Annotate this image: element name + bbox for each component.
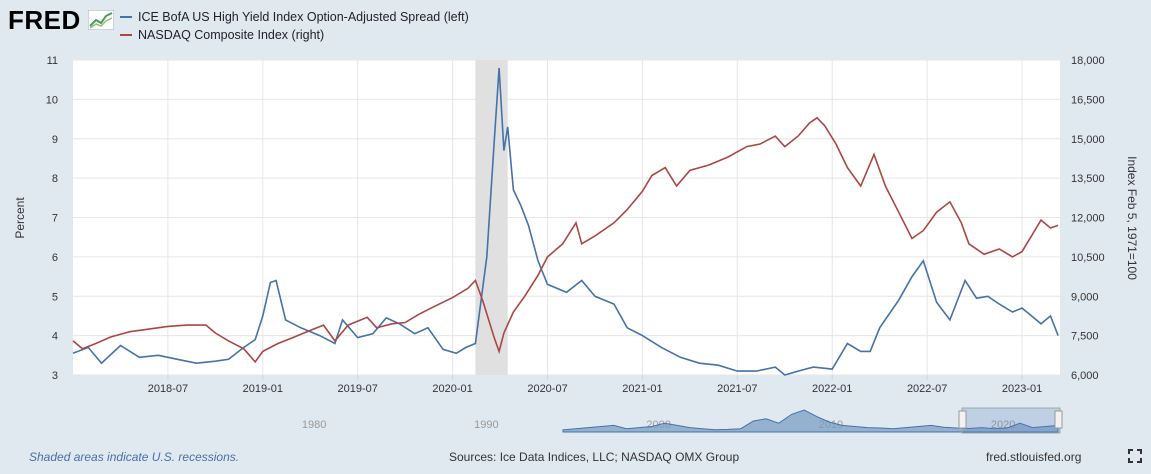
legend-label-spread: ICE BofA US High Yield Index Option-Adju… bbox=[138, 10, 469, 24]
tick-label-right: 7,500 bbox=[1071, 331, 1099, 343]
tick-label-left: 8 bbox=[52, 173, 58, 185]
tick-label-left: 4 bbox=[52, 331, 58, 343]
tick-label-left: 7 bbox=[52, 213, 58, 225]
tick-label-right: 6,000 bbox=[1071, 370, 1099, 382]
x-axis: 2018-07 2019-01 2019-07 2020-01 2020-07 2021-… bbox=[148, 375, 1042, 395]
chart: 3 4 5 6 7 8 9 10 11 6,000 7,500 9,000 10,500 12,000 1… bbox=[13, 55, 1139, 434]
navigator-area bbox=[562, 409, 1059, 433]
y-axis-label-left: Percent bbox=[13, 197, 27, 239]
tick-label-left: 6 bbox=[52, 252, 58, 264]
legend-item-spread[interactable]: ICE BofA US High Yield Index Option-Adju… bbox=[120, 8, 469, 26]
tick-label-x: 2020-01 bbox=[432, 383, 472, 395]
fullscreen-icon[interactable] bbox=[1128, 449, 1142, 463]
series-line-nasdaq[interactable] bbox=[72, 116, 1059, 364]
navigator-label: 1990 bbox=[474, 419, 498, 431]
legend-swatch-spread bbox=[120, 16, 132, 18]
footer: Shaded areas indicate U.S. recessions. S… bbox=[0, 444, 1151, 474]
series-line-spread[interactable] bbox=[72, 67, 1059, 376]
tick-label-right: 9,000 bbox=[1071, 291, 1099, 303]
grid bbox=[73, 59, 1060, 376]
tick-label-right: 13,500 bbox=[1071, 173, 1105, 185]
logo-text: FRED bbox=[8, 5, 81, 35]
navigator[interactable]: 19801990200020102020 bbox=[73, 407, 1063, 434]
tick-label-x: 2021-01 bbox=[622, 383, 662, 395]
logo-chart-icon bbox=[88, 10, 114, 30]
legend-label-nasdaq: NASDAQ Composite Index (right) bbox=[138, 28, 325, 42]
tick-label-x: 2022-01 bbox=[812, 383, 852, 395]
navigator-handle-left[interactable] bbox=[958, 410, 967, 429]
left-axis: 3 4 5 6 7 8 9 10 11 bbox=[46, 55, 58, 382]
tick-label-left: 11 bbox=[47, 55, 58, 67]
tick-label-x: 2021-07 bbox=[717, 383, 757, 395]
tick-label-left: 3 bbox=[52, 370, 58, 382]
tick-label-left: 10 bbox=[46, 94, 58, 106]
tick-label-x: 2018-07 bbox=[148, 383, 188, 395]
navigator-selection[interactable] bbox=[961, 407, 1061, 434]
tick-label-right: 15,000 bbox=[1071, 134, 1105, 146]
right-axis: 6,000 7,500 9,000 10,500 12,000 13,500 15,000 1… bbox=[1071, 55, 1105, 382]
legend: ICE BofA US High Yield Index Option-Adju… bbox=[120, 8, 469, 44]
tick-label-right: 18,000 bbox=[1071, 55, 1105, 67]
fred-logo[interactable]: FRED bbox=[8, 5, 118, 37]
tick-label-x: 2020-07 bbox=[527, 383, 567, 395]
tick-label-x: 2019-01 bbox=[243, 383, 283, 395]
tick-label-right: 10,500 bbox=[1071, 252, 1105, 264]
tick-label-x: 2019-07 bbox=[338, 383, 378, 395]
navigator-handle-right[interactable] bbox=[1054, 410, 1063, 429]
sources-text: Sources: Ice Data Indices, LLC; NASDAQ O… bbox=[449, 450, 740, 464]
recession-note: Shaded areas indicate U.S. recessions. bbox=[29, 450, 240, 464]
y-axis-label-right: Index Feb 5, 1971=100 bbox=[1125, 156, 1139, 280]
navigator-label: 1980 bbox=[302, 419, 326, 431]
legend-swatch-nasdaq bbox=[120, 34, 132, 36]
legend-item-nasdaq[interactable]: NASDAQ Composite Index (right) bbox=[120, 26, 469, 44]
series-lines[interactable] bbox=[72, 67, 1059, 376]
tick-label-right: 12,000 bbox=[1071, 213, 1105, 225]
tick-label-left: 9 bbox=[52, 134, 58, 146]
tick-label-x: 2022-07 bbox=[907, 383, 947, 395]
site-link[interactable]: fred.stlouisfed.org bbox=[986, 450, 1082, 464]
tick-label-left: 5 bbox=[52, 291, 58, 303]
tick-label-right: 16,500 bbox=[1071, 94, 1105, 106]
tick-label-x: 2023-01 bbox=[1002, 383, 1042, 395]
